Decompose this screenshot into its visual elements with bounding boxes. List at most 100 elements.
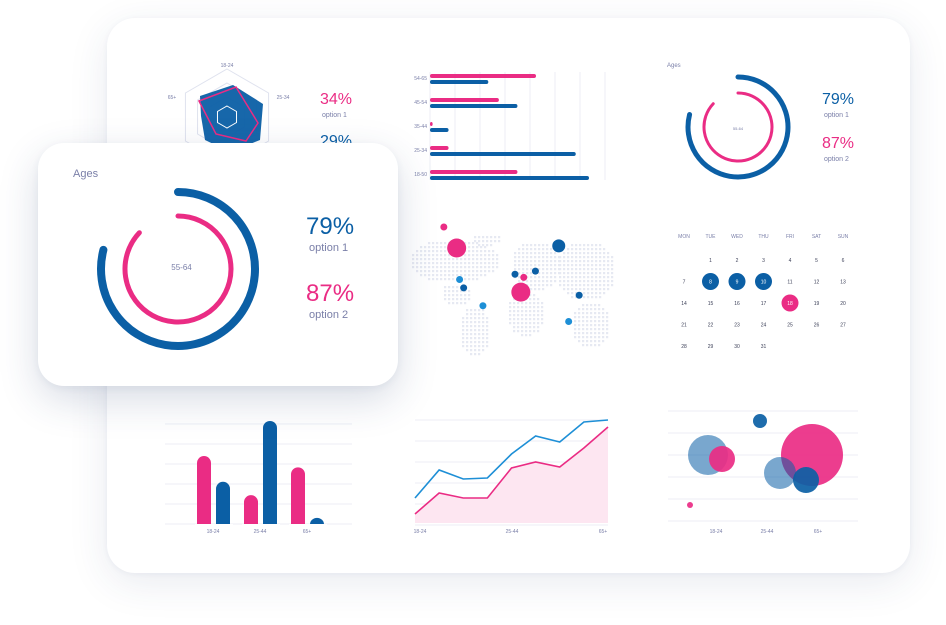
map-dot (522, 264, 525, 267)
hbar-category-label: 25-34 (414, 148, 427, 154)
map-dot (522, 268, 525, 271)
map-dot (538, 280, 541, 283)
map-dot (538, 264, 541, 267)
map-dot (598, 340, 601, 343)
map-dot (496, 254, 499, 257)
map-dot (594, 340, 597, 343)
map-dot (538, 248, 541, 251)
map-dot (521, 314, 524, 317)
area-x-tick: 65+ (599, 529, 608, 535)
map-dot (554, 280, 557, 283)
map-dot (462, 337, 465, 340)
map-dot (482, 325, 485, 328)
map-dot (586, 336, 589, 339)
map-dot (537, 306, 540, 309)
calendar-day: 3 (762, 258, 765, 264)
map-dot (563, 252, 566, 255)
map-dot (533, 310, 536, 313)
map-dot (598, 308, 601, 311)
calendar-day: 29 (708, 344, 714, 350)
map-dot (470, 309, 473, 312)
map-dot (574, 336, 577, 339)
map-dot (602, 308, 605, 311)
map-dot (462, 341, 465, 344)
map-dot (526, 244, 529, 247)
map-dot (476, 246, 479, 249)
map-dot (436, 258, 439, 261)
map-dot (484, 246, 487, 249)
map-dot (575, 264, 578, 267)
map-dot (474, 317, 477, 320)
map-dot (474, 341, 477, 344)
ring-option1 (685, 74, 791, 180)
map-dot (611, 284, 614, 287)
map-dot (460, 274, 463, 277)
map-dot (530, 264, 533, 267)
map-dot (436, 246, 439, 249)
map-dot (583, 288, 586, 291)
map-dot (575, 252, 578, 255)
map-dot (582, 304, 585, 307)
map-dot (582, 316, 585, 319)
map-dot (534, 256, 537, 259)
map-dot (486, 333, 489, 336)
map-dot (466, 341, 469, 344)
calendar-day-selected-blue (755, 273, 772, 290)
map-dot (517, 302, 520, 305)
radar-label-65plus: 65+ (168, 95, 177, 101)
map-dot (522, 252, 525, 255)
map-dot (602, 328, 605, 331)
map-dot (563, 260, 566, 263)
map-dot (534, 244, 537, 247)
map-dot (412, 266, 415, 269)
map-dot (571, 288, 574, 291)
map-dot (476, 254, 479, 257)
map-dot (546, 252, 549, 255)
radar-pct1: 34% (320, 91, 352, 108)
map-dot (529, 306, 532, 309)
map-dot (478, 337, 481, 340)
map-dot (468, 258, 471, 261)
map-dot (563, 284, 566, 287)
map-dot (468, 278, 471, 281)
map-dot (428, 278, 431, 281)
map-dot (444, 290, 447, 293)
map-dot (525, 314, 528, 317)
map-dot (571, 256, 574, 259)
area-x-tick: 25-44 (506, 529, 519, 535)
map-dot (444, 258, 447, 261)
map-dot (484, 270, 487, 273)
map-dot (579, 244, 582, 247)
map-dot (460, 270, 463, 273)
map-dot (567, 260, 570, 263)
map-dot (590, 320, 593, 323)
map-dot (462, 321, 465, 324)
map-dot (541, 310, 544, 313)
map-dot (518, 276, 521, 279)
map-dot (583, 284, 586, 287)
map-dot (586, 316, 589, 319)
map-dot (468, 294, 471, 297)
hbar-bar-blue (430, 80, 489, 84)
map-dot (464, 242, 467, 245)
map-dot (611, 260, 614, 263)
map-dot (529, 302, 532, 305)
horizontal-bar-chart: 54-65 45-54 35-44 25-34 18-50 (414, 72, 606, 180)
map-dot (550, 284, 553, 287)
map-dot (448, 278, 451, 281)
map-dot (518, 248, 521, 251)
map-dot (529, 330, 532, 333)
map-marker (479, 302, 487, 310)
map-dot (432, 242, 435, 245)
ages-overlay-card[interactable]: Ages 55-64 79% option 1 87% option 2 (38, 143, 398, 386)
map-dot (518, 272, 521, 275)
map-dot (594, 312, 597, 315)
map-dot (432, 246, 435, 249)
map-dot (538, 252, 541, 255)
bubble-point (793, 467, 819, 493)
map-marker (531, 267, 539, 275)
hbar-category-label: 35-44 (414, 124, 427, 130)
map-dot (496, 258, 499, 261)
map-dot (490, 236, 493, 239)
map-dot (586, 304, 589, 307)
